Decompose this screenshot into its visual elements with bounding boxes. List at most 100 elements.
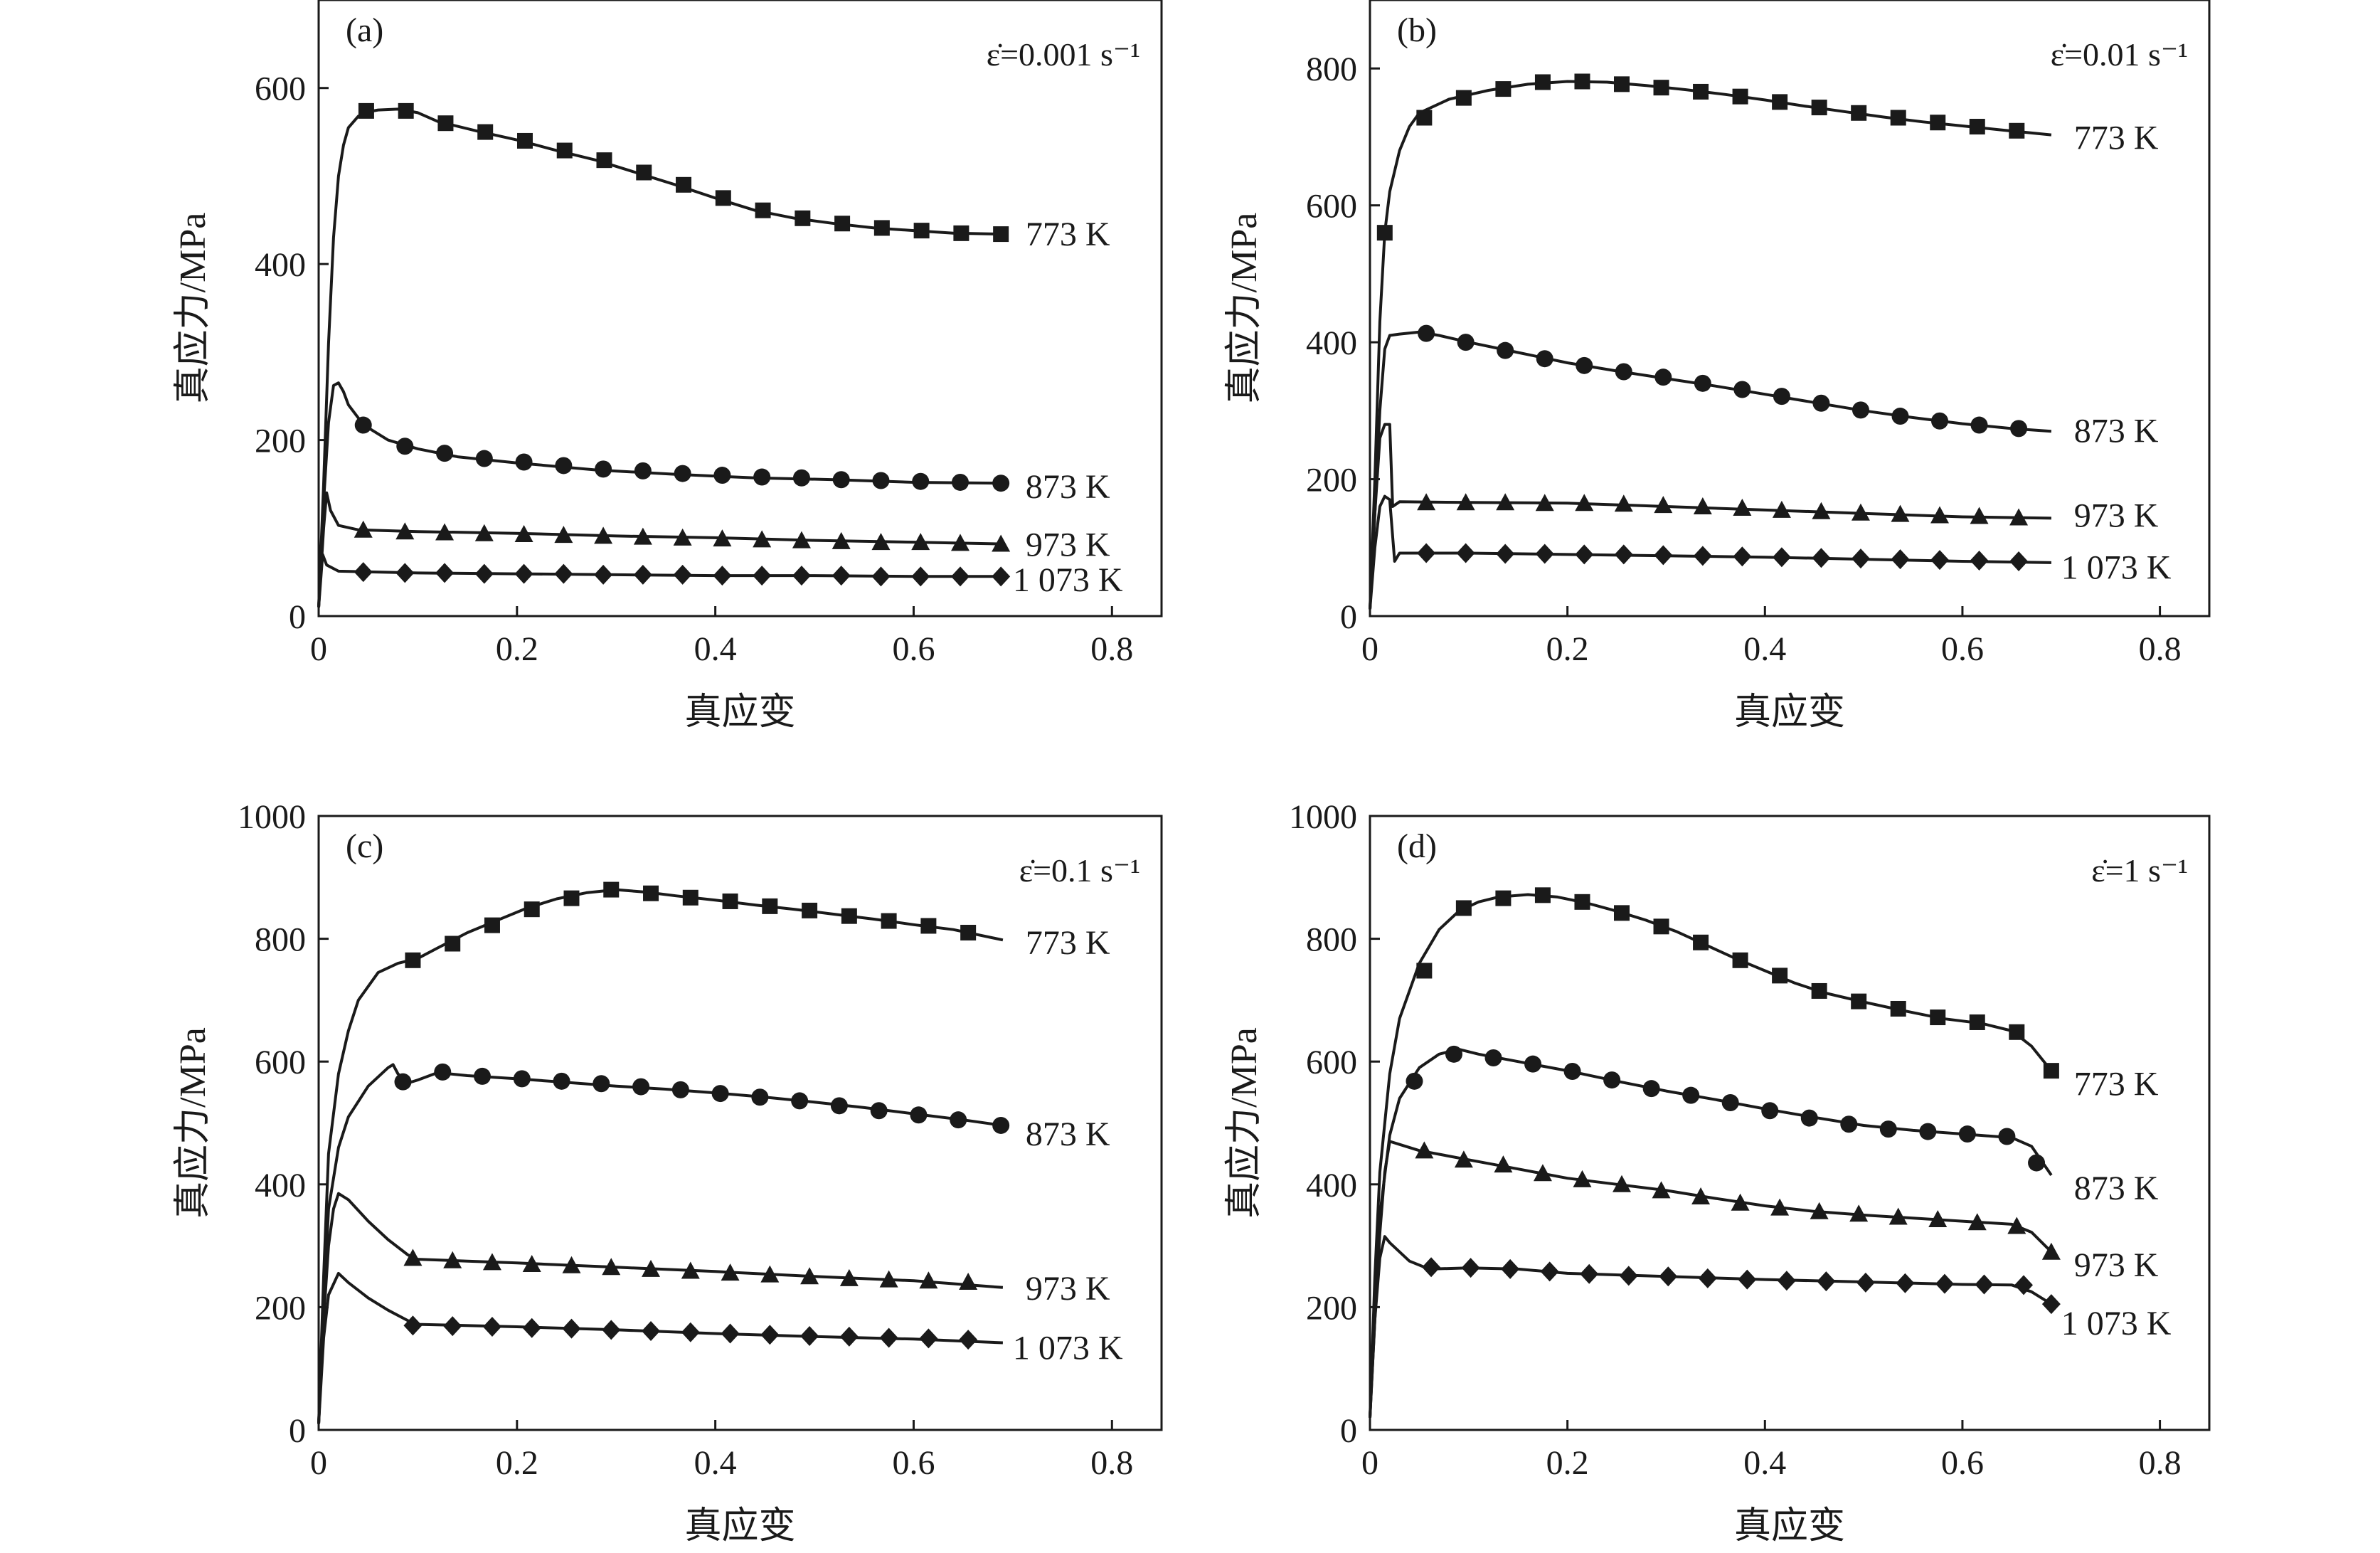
x-axis-title: 真应变	[1734, 1506, 1845, 1547]
circle-marker	[394, 1073, 412, 1091]
diamond-marker	[354, 562, 373, 583]
square-marker	[405, 952, 421, 968]
y-tick-label: 200	[255, 423, 306, 460]
square-marker	[1495, 81, 1512, 97]
circle-marker	[475, 450, 493, 467]
circle-marker	[1840, 1115, 1858, 1133]
x-tick-label: 0.6	[1941, 1444, 1984, 1482]
diamond-marker	[1817, 1271, 1836, 1292]
strain-rate-label: ε̇=0.01 s⁻¹	[2051, 36, 2188, 73]
square-marker	[524, 901, 540, 918]
square-marker	[1851, 993, 1867, 1009]
diamond-marker	[1698, 1268, 1717, 1288]
curve-label: 1 073 K	[1013, 561, 1123, 599]
triangle-marker	[832, 531, 851, 549]
triangle-marker	[514, 524, 533, 542]
series-line	[1369, 893, 2053, 1418]
circle-marker	[674, 465, 691, 482]
diamond-marker	[1693, 546, 1712, 566]
x-tick-label: 0.6	[1941, 630, 1984, 668]
triangle-marker	[1415, 1141, 1434, 1159]
square-marker	[1693, 934, 1709, 950]
triangle-marker	[839, 1268, 859, 1286]
triangle-marker	[959, 1273, 978, 1290]
square-marker	[437, 115, 454, 132]
diamond-marker	[760, 1325, 780, 1345]
square-marker	[1811, 982, 1827, 999]
diamond-marker	[681, 1322, 700, 1342]
diamond-marker	[2041, 1294, 2061, 1315]
triangle-marker	[1417, 493, 1436, 511]
square-marker	[715, 190, 731, 206]
diamond-marker	[1422, 1257, 1441, 1278]
diamond-marker	[1738, 1269, 1757, 1290]
triangle-marker	[1888, 1207, 1908, 1225]
triangle-marker	[562, 1256, 581, 1273]
diamond-marker	[642, 1321, 661, 1342]
square-marker	[484, 917, 500, 933]
triangle-marker	[1967, 1213, 1987, 1231]
x-axis-title: 真应变	[1734, 692, 1845, 733]
triangle-marker	[1496, 493, 1515, 511]
diamond-marker	[522, 1318, 541, 1338]
square-marker	[1455, 90, 1472, 106]
diamond-marker	[792, 566, 811, 586]
circle-marker	[872, 472, 890, 489]
square-marker	[1653, 918, 1669, 935]
series-line	[317, 888, 1004, 1424]
circle-marker	[1536, 350, 1553, 368]
circle-marker	[1524, 1055, 1542, 1073]
curve-label: 873 K	[1026, 468, 1110, 506]
y-tick-label: 800	[1306, 51, 1357, 88]
circle-marker	[870, 1102, 888, 1120]
circle-marker	[354, 416, 372, 434]
diamond-marker	[1772, 547, 1791, 568]
circle-marker	[1603, 1071, 1621, 1089]
square-marker	[1930, 1009, 1946, 1026]
square-marker	[1969, 1014, 1985, 1030]
strain-rate-label: ε̇=1 s⁻¹	[2091, 852, 2188, 889]
diamond-marker	[1417, 543, 1436, 563]
y-tick-label: 600	[1306, 1044, 1357, 1081]
diamond-marker	[871, 566, 891, 587]
triangle-marker	[1693, 497, 1712, 515]
circle-marker	[1931, 412, 1949, 430]
triangle-marker	[2009, 508, 2029, 526]
triangle-marker	[1772, 500, 1791, 518]
series-line	[317, 107, 1003, 608]
triangle-marker	[1456, 493, 1475, 511]
diamond-marker	[879, 1327, 898, 1348]
square-marker	[722, 893, 738, 909]
triangle-marker	[1454, 1150, 1473, 1168]
square-marker	[834, 216, 851, 232]
x-tick-label: 0.2	[1546, 1444, 1589, 1482]
square-marker	[1574, 73, 1590, 90]
square-marker	[1693, 83, 1709, 100]
circle-marker	[792, 469, 810, 487]
square-marker	[913, 223, 930, 239]
square-marker	[1574, 894, 1590, 910]
circle-marker	[1497, 341, 1514, 359]
curve-label: 973 K	[1026, 1270, 1110, 1308]
square-marker	[1534, 887, 1551, 903]
y-tick-label: 400	[255, 1167, 306, 1204]
circle-marker	[992, 1116, 1010, 1134]
diamond-marker	[1496, 544, 1515, 564]
y-tick-label: 800	[255, 921, 306, 959]
y-tick-label: 600	[1306, 188, 1357, 226]
diamond-marker	[1501, 1258, 1520, 1279]
x-tick-label: 0.8	[1090, 630, 1133, 668]
diamond-marker	[443, 1316, 462, 1337]
curve-label: 1 073 K	[2061, 1305, 2172, 1342]
square-marker	[1416, 110, 1433, 126]
x-tick-label: 0.2	[1546, 630, 1589, 668]
series-triangle	[317, 491, 1011, 608]
triangle-marker	[721, 1263, 740, 1281]
circle-marker	[1919, 1123, 1937, 1140]
square-marker	[563, 890, 580, 906]
series-circle	[1369, 1045, 2053, 1418]
diamond-marker	[911, 566, 930, 587]
y-tick-label: 200	[255, 1289, 306, 1327]
diamond-marker	[1975, 1274, 1994, 1295]
diamond-marker	[1896, 1273, 1915, 1293]
